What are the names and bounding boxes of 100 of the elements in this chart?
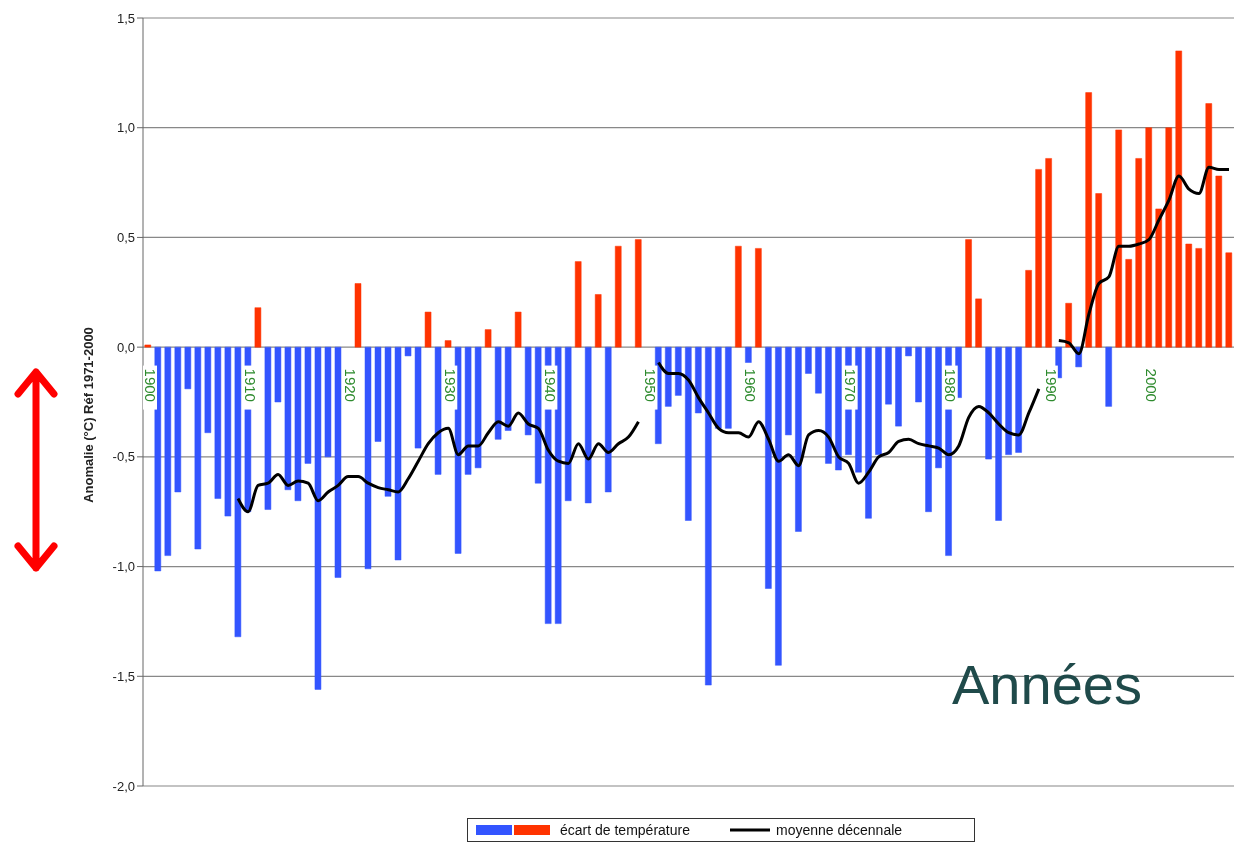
bar [594, 294, 602, 348]
bar [604, 346, 612, 493]
bar [1065, 303, 1072, 348]
y-tick-label: -0,5 [112, 449, 135, 465]
bar [304, 346, 312, 464]
bar [1175, 50, 1182, 348]
x-tick-label: 1970 [842, 368, 860, 402]
bar [324, 346, 332, 458]
bar [614, 245, 622, 348]
x-tick-label: 1990 [1042, 368, 1060, 402]
bar [434, 346, 442, 475]
bar [574, 261, 582, 348]
bar [985, 346, 992, 460]
bar [1095, 193, 1102, 348]
bar [284, 346, 292, 491]
legend-label: écart de température [560, 822, 690, 838]
bar [1025, 270, 1032, 348]
y-tick-label: -2,0 [112, 778, 135, 794]
bar [214, 346, 222, 499]
bar [1115, 129, 1122, 348]
bar [1195, 248, 1203, 348]
bar [254, 307, 262, 348]
bar [775, 346, 782, 666]
x-tick-label: 1940 [542, 368, 560, 402]
bar [424, 311, 432, 348]
bar [404, 346, 412, 357]
bar [1125, 259, 1132, 348]
bar [1015, 346, 1022, 453]
bar [705, 346, 712, 686]
bar [795, 346, 802, 532]
bar [1045, 158, 1052, 348]
bar [865, 346, 872, 519]
bar [234, 346, 242, 638]
bar [494, 346, 502, 440]
bar [394, 346, 402, 561]
bar [524, 346, 532, 436]
bar [735, 245, 742, 348]
x-tick-label: 2000 [1142, 368, 1160, 402]
bar [564, 346, 572, 501]
bar [144, 344, 152, 348]
y-tick-label: -1,0 [112, 559, 135, 575]
bar [1035, 169, 1042, 348]
bar [294, 346, 302, 501]
legend-label: moyenne décennale [775, 822, 903, 838]
bar [835, 346, 842, 471]
bar [915, 346, 922, 403]
bar [785, 346, 792, 436]
bar [514, 311, 522, 348]
bar [665, 346, 672, 407]
bar [715, 346, 722, 429]
bar [1185, 243, 1193, 348]
y-tick-label: 1,5 [116, 10, 135, 26]
bar [675, 346, 682, 396]
bar [925, 346, 932, 512]
bar [504, 346, 512, 431]
x-tick-label: 1910 [241, 368, 259, 402]
x-tick-label: 1980 [942, 368, 960, 402]
bar [1105, 346, 1112, 407]
bar [474, 346, 482, 469]
bar [464, 346, 472, 475]
bar [454, 346, 462, 554]
bar [935, 346, 942, 469]
bar [885, 346, 892, 405]
y-tick-label: 0,0 [116, 339, 135, 355]
bar [484, 329, 492, 348]
bar [274, 346, 282, 403]
bar [995, 346, 1002, 521]
bar [685, 346, 692, 521]
x-tick-label: 1960 [742, 368, 760, 402]
bar [1215, 175, 1223, 348]
bar [825, 346, 832, 464]
bar [805, 346, 812, 374]
annotation: Années [952, 652, 1142, 717]
bar [364, 346, 372, 570]
bar [164, 346, 172, 556]
bar [815, 346, 822, 394]
x-tick-label: 1920 [341, 368, 359, 402]
bar [534, 346, 542, 484]
bar [204, 346, 212, 433]
y-axis-title: Anomalie (°C) Réf 1971-2000 [80, 327, 96, 503]
bar [1155, 208, 1162, 348]
bar [1205, 103, 1213, 348]
bar [584, 346, 592, 504]
x-tick-label: 1930 [442, 368, 460, 402]
bar [314, 346, 322, 690]
x-tick-label: 1900 [141, 368, 159, 402]
bar [374, 346, 382, 442]
bar [635, 239, 642, 348]
bar [1085, 92, 1092, 348]
bar [224, 346, 232, 517]
bar [725, 346, 732, 429]
bar [444, 340, 452, 348]
bar [264, 346, 272, 510]
y-tick-label: -1,5 [112, 668, 135, 684]
y-tick-label: 1,0 [116, 120, 135, 136]
bar [895, 346, 902, 427]
bar [174, 346, 182, 493]
bar [745, 346, 752, 363]
bar [975, 298, 982, 348]
bar [414, 346, 422, 449]
